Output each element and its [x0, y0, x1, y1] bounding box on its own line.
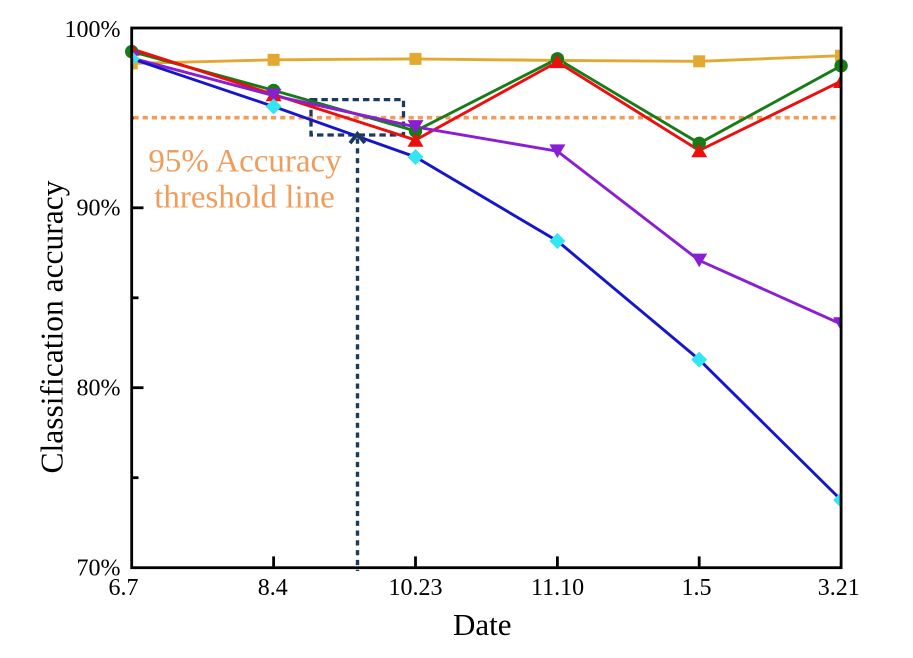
svg-text:threshold line: threshold line — [154, 180, 335, 216]
svg-text:80%: 80% — [77, 376, 121, 402]
svg-text:90%: 90% — [77, 196, 121, 222]
svg-text:11.10: 11.10 — [531, 575, 584, 601]
svg-text:10.23: 10.23 — [389, 575, 443, 601]
svg-text:95% Accuracy: 95% Accuracy — [148, 143, 342, 179]
svg-text:1.5: 1.5 — [682, 575, 712, 601]
svg-text:Classification accuracy: Classification accuracy — [35, 180, 70, 473]
svg-text:100%: 100% — [65, 17, 121, 43]
svg-text:3.21: 3.21 — [818, 575, 860, 601]
svg-text:8.4: 8.4 — [258, 575, 288, 601]
svg-text:6.7: 6.7 — [109, 575, 139, 601]
svg-text:Date: Date — [453, 607, 512, 642]
svg-text:70%: 70% — [77, 555, 121, 581]
